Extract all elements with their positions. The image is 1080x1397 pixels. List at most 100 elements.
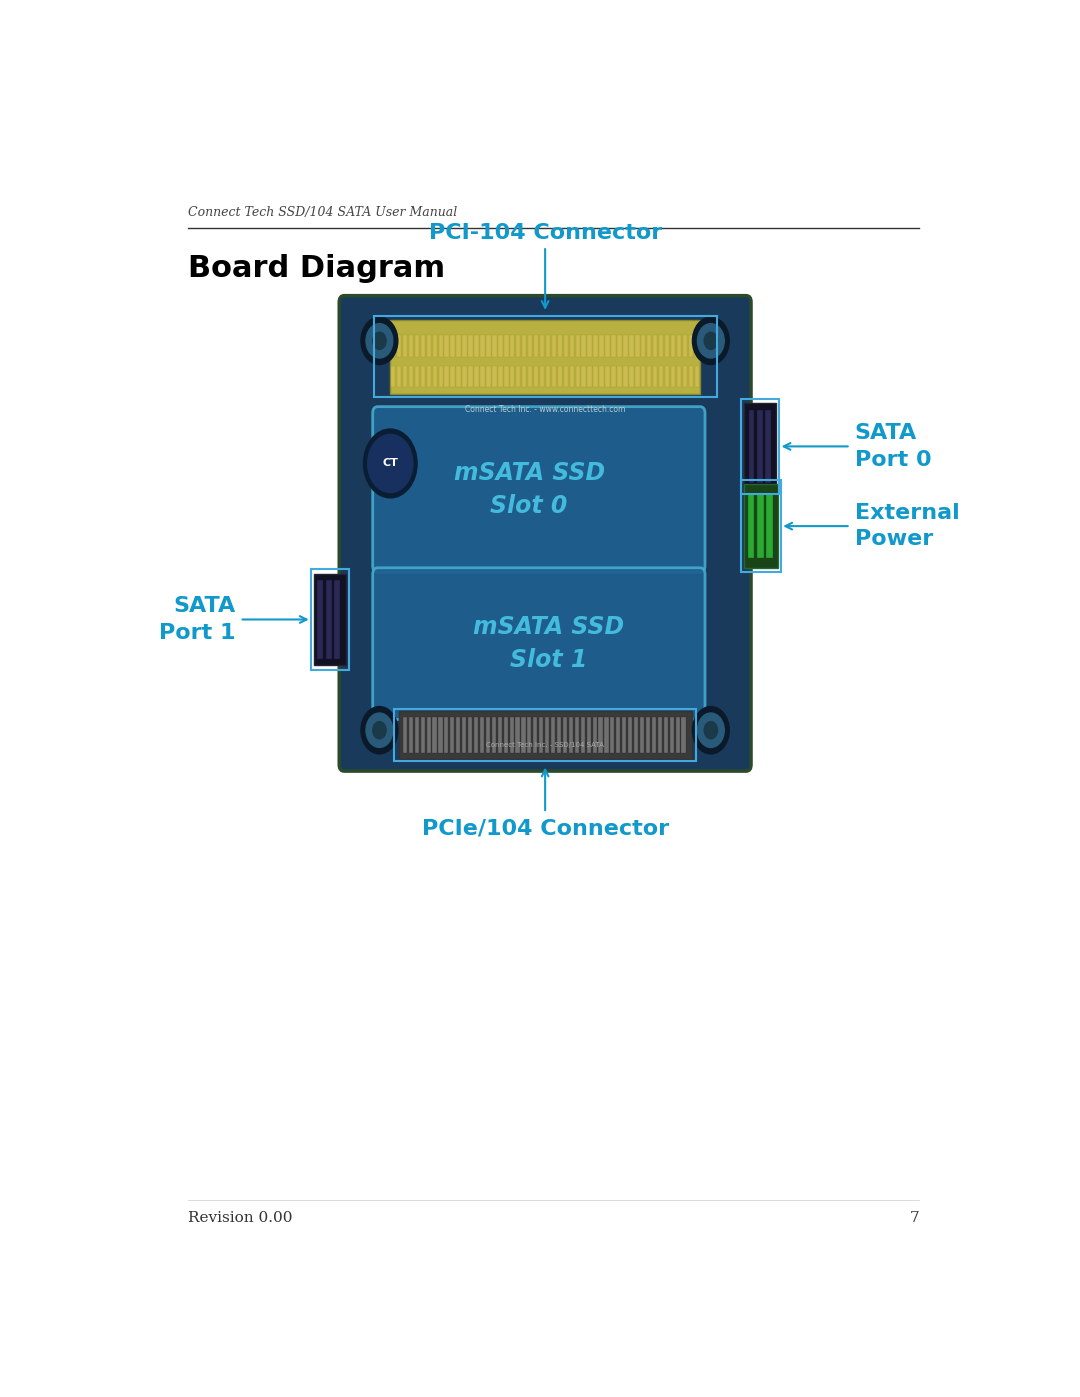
- Bar: [408, 717, 413, 753]
- Bar: [629, 717, 632, 753]
- Bar: [522, 717, 526, 753]
- Bar: [623, 335, 627, 358]
- Circle shape: [361, 317, 397, 365]
- Bar: [545, 717, 550, 753]
- Bar: [593, 366, 598, 387]
- Bar: [683, 335, 687, 358]
- Bar: [427, 366, 431, 387]
- Bar: [503, 717, 508, 753]
- Bar: [744, 404, 777, 489]
- Bar: [676, 717, 679, 753]
- Bar: [588, 335, 592, 358]
- Bar: [504, 366, 509, 387]
- Bar: [456, 717, 460, 753]
- Bar: [492, 335, 497, 358]
- Bar: [599, 335, 604, 358]
- Bar: [694, 366, 699, 387]
- Bar: [314, 574, 346, 665]
- Bar: [605, 366, 610, 387]
- Bar: [510, 335, 514, 358]
- Bar: [469, 366, 473, 387]
- Bar: [433, 366, 437, 387]
- Text: Connect Tech Inc. - www.connecttech.com: Connect Tech Inc. - www.connecttech.com: [465, 405, 625, 414]
- Bar: [545, 335, 550, 358]
- Bar: [569, 717, 573, 753]
- Bar: [486, 335, 490, 358]
- Bar: [598, 717, 603, 753]
- Bar: [658, 717, 662, 753]
- Bar: [605, 717, 608, 753]
- Bar: [564, 366, 568, 387]
- Bar: [457, 366, 461, 387]
- Bar: [427, 335, 431, 358]
- Bar: [540, 335, 544, 358]
- Bar: [399, 711, 691, 760]
- Bar: [677, 335, 681, 358]
- Bar: [748, 409, 754, 483]
- Bar: [534, 366, 538, 387]
- Bar: [576, 335, 580, 358]
- Bar: [408, 366, 414, 387]
- FancyBboxPatch shape: [373, 407, 705, 573]
- Text: 7: 7: [909, 1211, 919, 1225]
- Bar: [326, 580, 332, 659]
- Bar: [630, 366, 634, 387]
- Bar: [617, 366, 622, 387]
- Bar: [334, 580, 340, 659]
- Bar: [605, 335, 610, 358]
- Bar: [694, 335, 699, 358]
- Bar: [457, 335, 461, 358]
- Text: Revision 0.00: Revision 0.00: [188, 1211, 293, 1225]
- Bar: [504, 335, 509, 358]
- Bar: [510, 366, 514, 387]
- Bar: [450, 335, 455, 358]
- Bar: [640, 717, 644, 753]
- Bar: [744, 485, 778, 569]
- Bar: [390, 320, 700, 394]
- Bar: [522, 366, 526, 387]
- Bar: [391, 335, 395, 358]
- Bar: [552, 335, 556, 358]
- Bar: [642, 366, 646, 387]
- Bar: [747, 495, 754, 559]
- Bar: [445, 335, 449, 358]
- Bar: [689, 366, 693, 387]
- Bar: [516, 366, 521, 387]
- Circle shape: [704, 722, 717, 739]
- Bar: [462, 717, 467, 753]
- Bar: [540, 366, 544, 387]
- Bar: [396, 335, 402, 358]
- Bar: [403, 717, 407, 753]
- Text: mSATA SSD
Slot 1: mSATA SSD Slot 1: [473, 615, 624, 672]
- Circle shape: [367, 434, 413, 493]
- Bar: [593, 717, 597, 753]
- Bar: [664, 717, 667, 753]
- Bar: [551, 717, 555, 753]
- Bar: [408, 335, 414, 358]
- Bar: [635, 335, 639, 358]
- Bar: [318, 580, 323, 659]
- Bar: [665, 335, 670, 358]
- Bar: [635, 366, 639, 387]
- Bar: [492, 366, 497, 387]
- Bar: [438, 366, 443, 387]
- Bar: [757, 495, 764, 559]
- Bar: [659, 366, 663, 387]
- Bar: [588, 366, 592, 387]
- Bar: [593, 335, 598, 358]
- Bar: [498, 366, 502, 387]
- Text: mSATA SSD
Slot 0: mSATA SSD Slot 0: [454, 461, 605, 518]
- Bar: [522, 335, 526, 358]
- Bar: [652, 717, 656, 753]
- Bar: [670, 717, 674, 753]
- Bar: [576, 366, 580, 387]
- Bar: [623, 366, 627, 387]
- Bar: [444, 717, 448, 753]
- Bar: [552, 366, 556, 387]
- Text: SATA
Port 1: SATA Port 1: [159, 597, 235, 643]
- Bar: [569, 335, 573, 358]
- Bar: [647, 335, 651, 358]
- Text: Connect Tech Inc. - SSD/104 SATA: Connect Tech Inc. - SSD/104 SATA: [486, 742, 604, 749]
- Bar: [634, 717, 638, 753]
- Bar: [469, 335, 473, 358]
